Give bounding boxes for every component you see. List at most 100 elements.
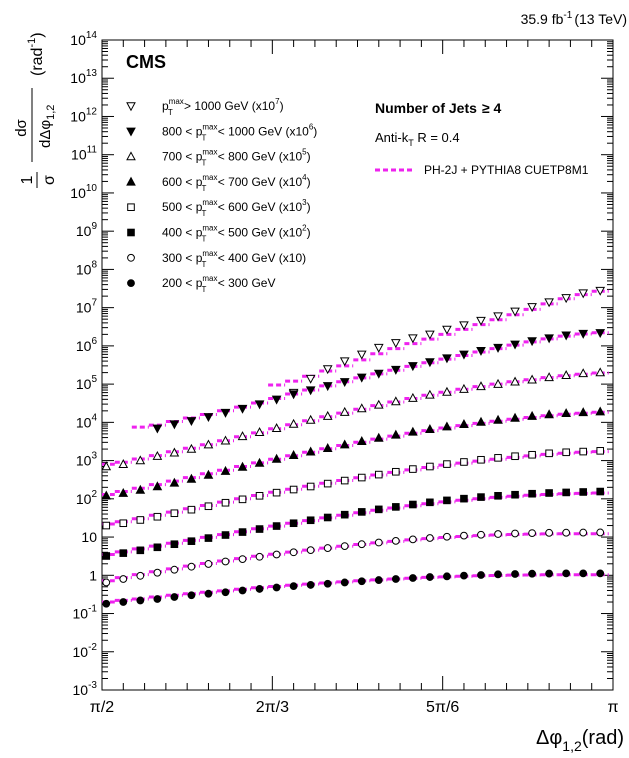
data-point <box>562 569 571 578</box>
data-point <box>510 340 520 350</box>
data-point <box>119 598 128 606</box>
data-point <box>306 516 315 525</box>
data-point <box>374 505 383 514</box>
legend-entry: 600 < pmax T < 700 GeV (x104) <box>162 173 311 193</box>
legend-marker <box>127 228 135 237</box>
data-point <box>357 540 366 549</box>
data-point <box>255 525 264 533</box>
data-point <box>494 570 502 579</box>
data-point <box>272 488 281 497</box>
data-point <box>409 500 417 509</box>
y-tick-label: 107 <box>76 298 98 316</box>
data-point <box>408 574 417 582</box>
data-point <box>545 528 554 537</box>
data-point <box>306 482 315 491</box>
data-point <box>169 447 180 457</box>
data-point <box>322 443 333 452</box>
data-point <box>443 496 451 505</box>
data-point <box>579 447 588 456</box>
data-point <box>596 487 605 496</box>
y-tick-label: 108 <box>76 259 98 277</box>
data-point <box>305 386 316 396</box>
data-point <box>459 321 469 331</box>
data-point <box>493 312 503 322</box>
data-point <box>306 581 315 589</box>
data-point <box>204 502 213 511</box>
data-point <box>152 450 163 460</box>
data-point <box>460 458 468 466</box>
data-point <box>271 453 282 463</box>
data-point <box>272 550 281 559</box>
data-point <box>288 418 299 428</box>
data-point <box>493 414 503 424</box>
data-point <box>204 560 213 568</box>
data-point <box>545 489 553 497</box>
data-point <box>578 368 589 378</box>
data-point <box>596 447 605 455</box>
x-tick-label: 2π/3 <box>256 699 289 716</box>
data-point <box>425 358 435 368</box>
data-point <box>102 599 111 608</box>
data-point <box>204 534 213 542</box>
data-point <box>288 449 299 459</box>
data-point <box>596 528 605 537</box>
data-point <box>545 449 553 458</box>
data-point <box>390 365 401 375</box>
svg-text:1: 1 <box>19 175 36 184</box>
data-point <box>562 488 570 497</box>
data-point <box>578 407 589 417</box>
data-point <box>544 298 554 308</box>
data-point <box>579 488 588 496</box>
data-point <box>460 531 468 540</box>
data-point <box>578 329 589 339</box>
data-point <box>460 571 468 580</box>
y-tick-label: 102 <box>76 489 98 507</box>
svg-text:dσ: dσ <box>13 118 30 136</box>
data-point <box>476 316 486 326</box>
data-point <box>170 593 179 601</box>
data-point <box>204 589 213 598</box>
data-point <box>390 429 401 439</box>
legend-entry: 200 < pmax T < 300 GeV <box>162 274 275 294</box>
data-point <box>102 578 111 587</box>
data-point <box>203 439 214 449</box>
data-point <box>356 373 367 383</box>
data-point <box>477 455 485 464</box>
data-point <box>237 461 248 471</box>
data-point <box>169 477 180 487</box>
y-tick-label: 109 <box>76 221 98 239</box>
legend-marker <box>126 127 136 137</box>
legend: pmax T > 1000 GeV (x107) 800 < pmax T < 100… <box>126 97 317 294</box>
data-point <box>390 339 401 349</box>
legend-entry: 300 < pmax T < 400 GeV (x10) <box>162 249 306 269</box>
data-point <box>476 416 486 426</box>
svg-text:(rad-1): (rad-1) <box>26 32 46 76</box>
data-point <box>425 330 435 340</box>
experiment-label: CMS <box>126 52 166 72</box>
data-point <box>255 585 264 593</box>
y-tick-label: 10-3 <box>73 680 98 698</box>
data-point <box>254 427 265 436</box>
data-point <box>511 570 519 578</box>
data-point <box>255 491 264 500</box>
data-point <box>289 582 298 591</box>
data-point <box>545 569 554 578</box>
data-point <box>544 372 554 382</box>
algorithm-label: Anti-kT R = 0.4 <box>375 130 460 148</box>
data-point <box>442 386 452 396</box>
data-point <box>238 495 247 504</box>
data-point <box>323 544 332 552</box>
data-point <box>101 461 112 471</box>
legend-marker <box>126 176 136 186</box>
data-point <box>187 537 196 545</box>
data-point <box>426 462 434 471</box>
data-point <box>477 571 485 579</box>
y-tick-label: 1014 <box>70 30 97 48</box>
y-tick-label: 1 <box>89 567 97 583</box>
data-point <box>119 575 128 583</box>
data-point <box>153 568 162 577</box>
data-point <box>119 549 128 557</box>
data-point <box>408 334 418 344</box>
data-point <box>340 578 349 587</box>
data-point <box>203 413 214 423</box>
